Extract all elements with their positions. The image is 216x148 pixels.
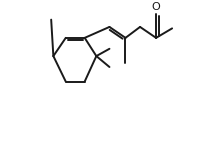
Text: O: O xyxy=(152,2,160,12)
